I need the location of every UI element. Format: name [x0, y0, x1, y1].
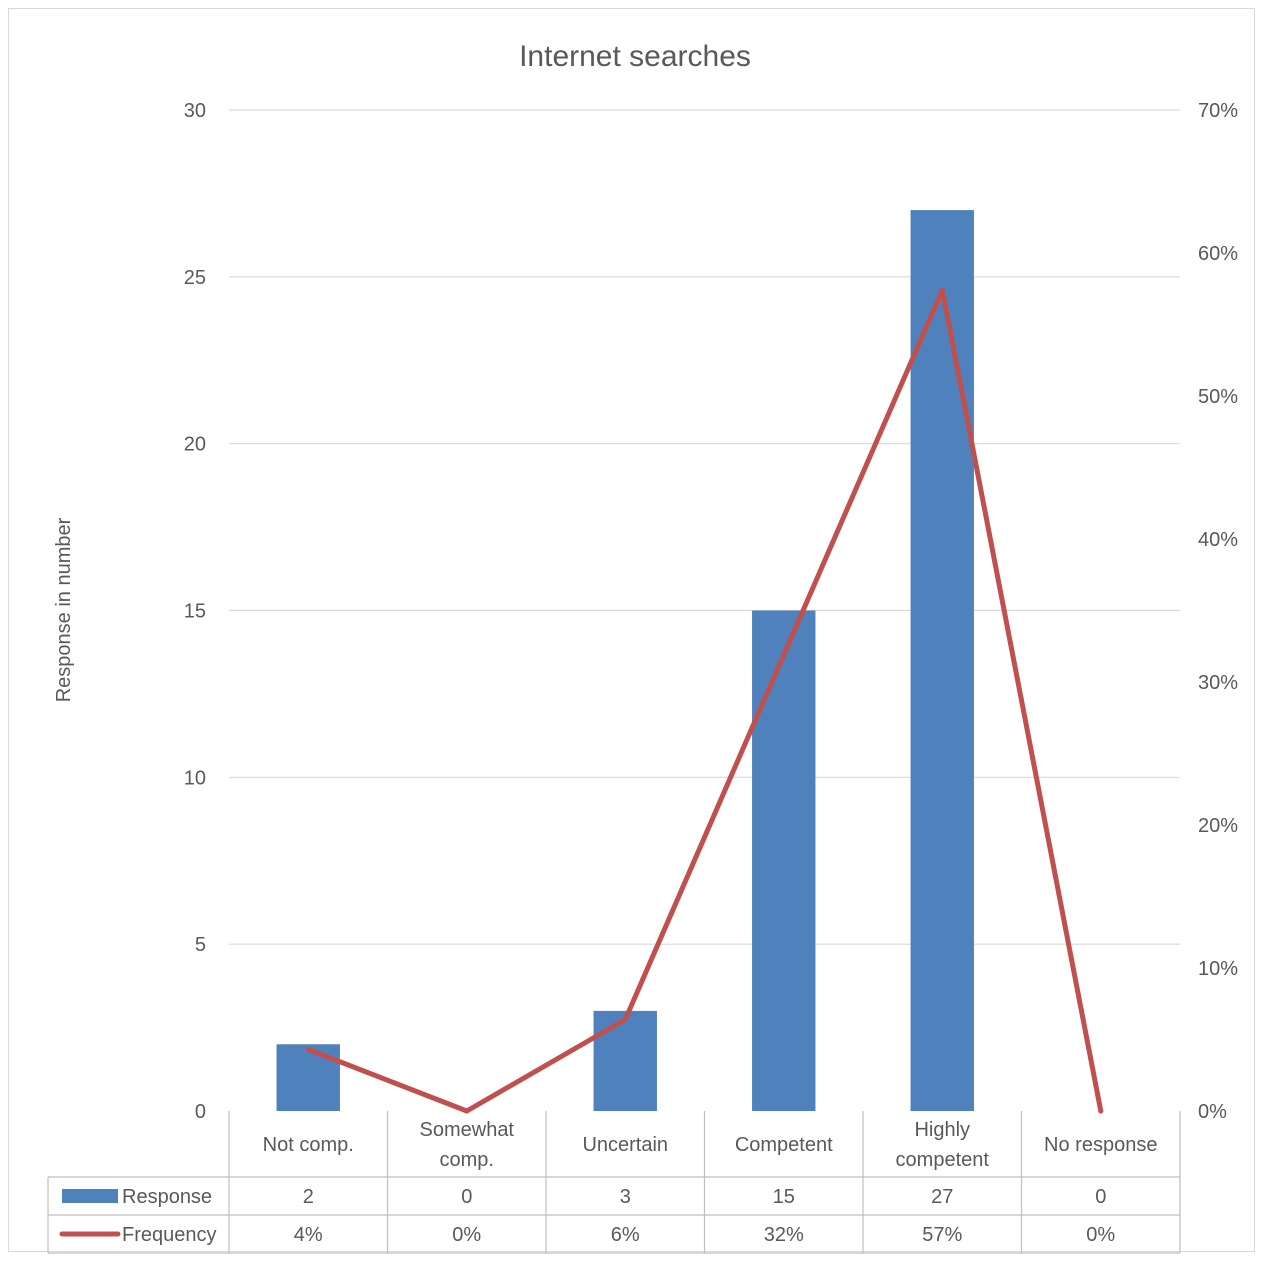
y-tick-label: 5	[195, 934, 206, 956]
gridlines	[229, 109, 1180, 945]
bar-response	[593, 1010, 657, 1111]
frequency-line-group	[305, 287, 1104, 1114]
y-axis-ticks: 0 5 10 15 20 25 30	[184, 100, 206, 1123]
frequency-point	[622, 1016, 628, 1022]
bar-response	[276, 1044, 340, 1111]
legend-label-response: Response	[122, 1186, 212, 1208]
bar-response	[910, 210, 974, 1112]
y-tick-label: 15	[184, 601, 206, 623]
table-cell-frequency: 0%	[1086, 1224, 1115, 1246]
y2-tick-label: 70%	[1198, 100, 1238, 122]
table-cell-frequency: 0%	[452, 1224, 481, 1246]
table-cell-response: 15	[773, 1186, 795, 1208]
y2-tick-label: 0%	[1198, 1101, 1227, 1123]
y-tick-label: 10	[184, 767, 206, 789]
category-label: Competent	[735, 1134, 833, 1156]
table-cell-frequency: 32%	[764, 1224, 804, 1246]
legend-key-response	[62, 1189, 118, 1203]
legend-label-frequency: Frequency	[122, 1224, 217, 1246]
frequency-point	[939, 287, 945, 293]
category-label: Not comp.	[263, 1134, 354, 1156]
chart-title: Internet searches	[519, 40, 751, 73]
y2-tick-label: 30%	[1198, 672, 1238, 694]
y2-tick-label: 60%	[1198, 243, 1238, 265]
table-cell-frequency: 4%	[294, 1224, 323, 1246]
frequency-line	[305, 287, 1104, 1114]
bar-response	[752, 610, 816, 1111]
table-cell-response: 0	[461, 1186, 472, 1208]
category-label: Somewhat	[420, 1119, 515, 1141]
category-label: competent	[896, 1149, 990, 1171]
y-tick-label: 25	[184, 267, 206, 289]
category-label: comp.	[440, 1149, 494, 1171]
y-tick-label: 30	[184, 100, 206, 122]
y2-tick-label: 20%	[1198, 815, 1238, 837]
table-cell-response: 2	[303, 1186, 314, 1208]
table-cell-response: 0	[1095, 1186, 1106, 1208]
frequency-point	[305, 1047, 311, 1053]
frequency-point	[464, 1108, 470, 1114]
category-label: No response	[1044, 1134, 1157, 1156]
y2-axis-ticks: 0% 10% 20% 30% 40% 50% 60% 70%	[1198, 100, 1238, 1123]
frequency-point	[1098, 1108, 1104, 1114]
y2-tick-label: 10%	[1198, 958, 1238, 980]
y2-tick-label: 50%	[1198, 386, 1238, 408]
table-cell-response: 27	[931, 1186, 953, 1208]
y-tick-label: 20	[184, 434, 206, 456]
table-cell-frequency: 6%	[611, 1224, 640, 1246]
y-tick-label: 0	[195, 1101, 206, 1123]
frequency-point	[781, 652, 787, 658]
table-cell-response: 3	[620, 1186, 631, 1208]
category-label: Highly	[914, 1119, 970, 1141]
y2-tick-label: 40%	[1198, 529, 1238, 551]
data-table: Not comp. Somewhat comp. Uncertain Competent…	[47, 1111, 1181, 1254]
y-axis-label: Response in number	[53, 517, 75, 702]
category-label: Uncertain	[582, 1134, 668, 1156]
table-cell-frequency: 57%	[922, 1224, 962, 1246]
